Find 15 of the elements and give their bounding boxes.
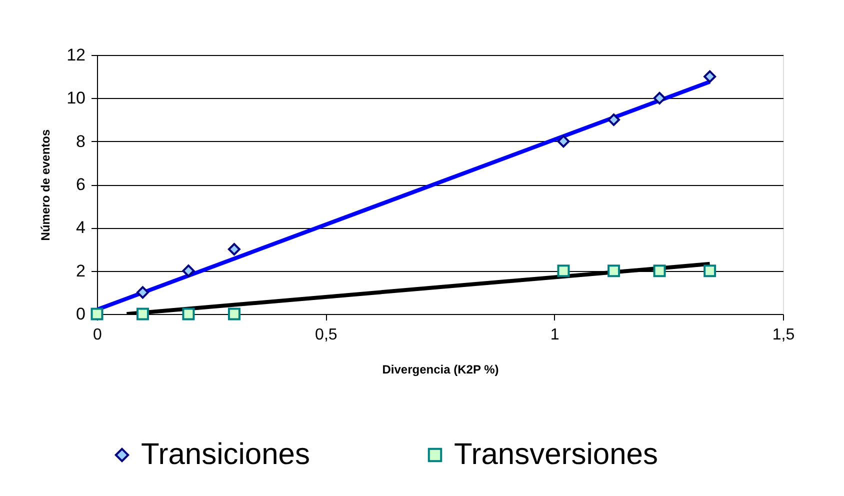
y-axis-title: Número de eventos [38, 129, 53, 241]
y-tick-label: 8 [76, 132, 86, 151]
y-tick-label: 4 [76, 218, 86, 238]
y-tick-label: 2 [76, 261, 86, 280]
y-tick-label: 10 [66, 88, 86, 108]
legend-label: Transversiones [454, 438, 658, 471]
x-tick-label: 0,5 [315, 326, 338, 344]
x-axis-title: Divergencia (K2P %) [382, 362, 499, 376]
y-tick-label: 12 [66, 46, 86, 64]
y-tick-label: 6 [76, 175, 86, 194]
x-tick-label: 0 [93, 326, 102, 344]
y-tick-label: 0 [76, 304, 86, 324]
x-tick-label: 1 [550, 326, 560, 344]
legend-label: Transiciones [141, 438, 310, 471]
x-tick-label: 1,5 [772, 326, 795, 344]
